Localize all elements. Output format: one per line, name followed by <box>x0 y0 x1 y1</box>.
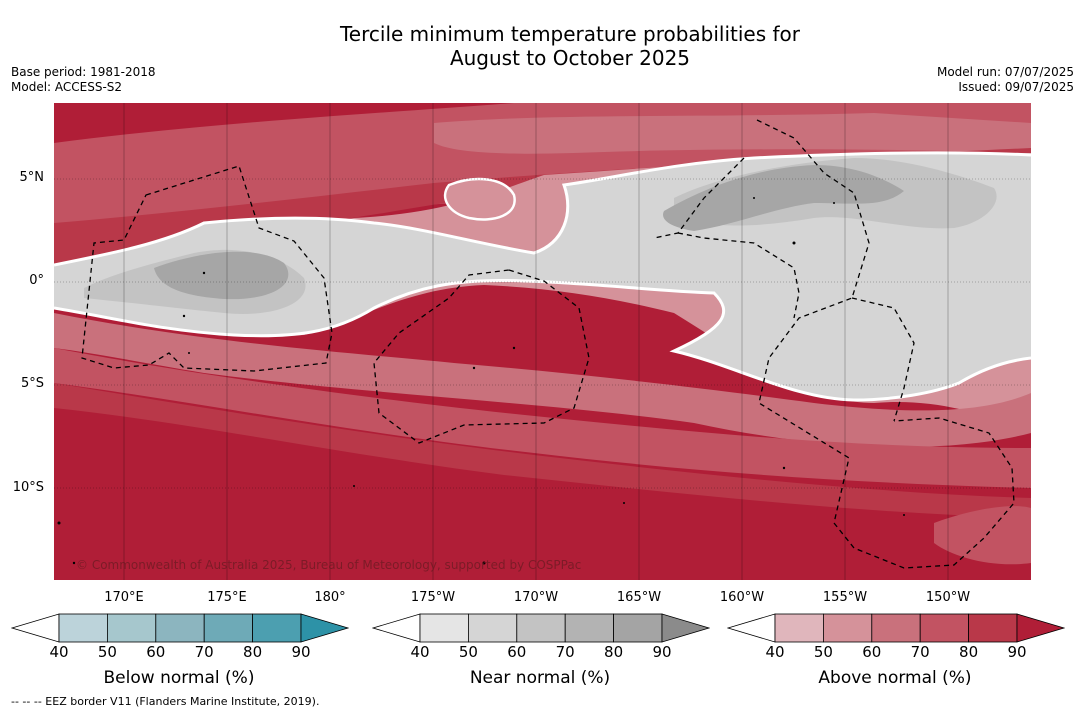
eez-line-kiribati-east <box>756 119 1015 569</box>
islands <box>57 197 905 565</box>
region-above-70-south <box>54 348 1031 488</box>
colorbar-1 <box>372 613 710 643</box>
colorbar-segment <box>419 613 469 643</box>
colorbar-segment <box>58 613 108 643</box>
colorbar-low-extend <box>11 613 60 643</box>
colorbar-segment <box>516 613 566 643</box>
colorbar-segment <box>919 613 969 643</box>
region-near-70-east <box>663 165 904 231</box>
lon-label-155w: 155°W <box>822 590 868 605</box>
lon-label-170e: 170°E <box>104 590 144 605</box>
colorbar-segment <box>564 613 614 643</box>
colorbar-low-extend <box>372 613 421 643</box>
eez-footnote: -- -- -- EEZ border V11 (Flanders Marine… <box>11 695 320 708</box>
colorbar-tick-label: 90 <box>291 643 311 661</box>
colorbar-segment <box>252 613 302 643</box>
region-above-60-north <box>434 113 1031 154</box>
colorbar-tick-label: 40 <box>765 643 785 661</box>
contour-north <box>54 151 1031 267</box>
colorbar-tick-label: 60 <box>146 643 166 661</box>
grid-lines <box>54 103 1031 580</box>
colorbar-segment <box>823 613 873 643</box>
issued-date: Issued: 09/07/2025 <box>958 80 1074 94</box>
colorbar-tick-label: 90 <box>1007 643 1027 661</box>
colorbar-tick-label: 40 <box>410 643 430 661</box>
region-near-70-west <box>154 251 289 300</box>
colorbar-2 <box>727 613 1065 643</box>
eez-line-southeast <box>851 297 915 422</box>
colorbar-tick-label: 40 <box>49 643 69 661</box>
region-above-70-southeast <box>934 506 1031 565</box>
colorbar-tick-label: 80 <box>604 643 624 661</box>
colorbar-tick-label: 70 <box>194 643 214 661</box>
model-run: Model run: 07/07/2025 <box>936 65 1074 79</box>
colorbar-title: Above normal (%) <box>818 668 972 688</box>
lat-label-5n: 5°N <box>19 170 45 185</box>
contour-south <box>54 279 1031 402</box>
colorbar-tick-label: 60 <box>507 643 527 661</box>
colorbar-segment <box>155 613 205 643</box>
colorbar-tick-label: 70 <box>555 643 575 661</box>
colorbar-tick-label: 50 <box>97 643 117 661</box>
lon-label-180: 180° <box>314 590 346 605</box>
copyright-notice: © Commonwealth of Australia 2025, Bureau… <box>76 558 582 572</box>
colorbar-tick-label: 70 <box>910 643 930 661</box>
colorbar-0 <box>11 613 349 643</box>
colorbar-tick-label: 80 <box>959 643 979 661</box>
colorbar-title: Below normal (%) <box>103 668 255 688</box>
colorbar-tick-label: 60 <box>862 643 882 661</box>
title-line-1: Tercile minimum temperature probabilitie… <box>339 22 801 46</box>
colorbar-tick-label: 50 <box>458 643 478 661</box>
meta-right: Model run: 07/07/2025 Issued: 09/07/2025 <box>937 65 1074 95</box>
colorbar-segment <box>468 613 518 643</box>
colorbar-tick-label: 80 <box>243 643 263 661</box>
eez-tuvalu-kiribati-west <box>81 165 333 372</box>
region-above-50-island <box>445 179 515 220</box>
colorbar-high-extend <box>1016 613 1065 643</box>
lon-label-175e: 175°E <box>207 590 247 605</box>
eez-borders <box>81 119 1015 569</box>
lon-label-150w: 150°W <box>925 590 971 605</box>
eez-line-north <box>653 157 745 239</box>
base-period: Base period: 1981-2018 <box>11 65 156 79</box>
region-above-80-south <box>54 383 1031 518</box>
model-name: Model: ACCESS-S2 <box>11 80 123 94</box>
lat-label-5s: 5°S <box>20 376 44 391</box>
colorbar-title: Near normal (%) <box>469 668 611 688</box>
colorbar-segment <box>203 613 253 643</box>
colorbar-segment <box>774 613 824 643</box>
title-line-2: August to October 2025 <box>449 46 691 70</box>
colorbar-segment <box>968 613 1018 643</box>
eez-line-middle <box>677 232 800 319</box>
colorbar-segment <box>107 613 157 643</box>
lon-label-175w: 175°W <box>410 590 456 605</box>
colorbar-segment <box>613 613 663 643</box>
map-svg <box>54 103 1031 580</box>
lon-label-165w: 165°W <box>616 590 662 605</box>
probability-map: © Commonwealth of Australia 2025, Bureau… <box>54 103 1031 580</box>
colorbar-tick-label: 50 <box>813 643 833 661</box>
lon-label-160w: 160°W <box>719 590 765 605</box>
meta-left: Base period: 1981-2018 Model: ACCESS-S2 <box>11 65 156 95</box>
lat-label-10s: 10°S <box>12 480 44 495</box>
colorbar-segment <box>871 613 921 643</box>
colorbar-high-extend <box>661 613 710 643</box>
contour-island <box>443 177 516 221</box>
map-title: Tercile minimum temperature probabilitie… <box>0 22 1085 70</box>
lon-label-170w: 170°W <box>513 590 559 605</box>
colorbar-tick-label: 90 <box>652 643 672 661</box>
colorbar-high-extend <box>300 613 349 643</box>
lat-label-0: 0° <box>29 273 44 288</box>
colorbar-low-extend <box>727 613 776 643</box>
region-above-60-south <box>54 313 1031 447</box>
